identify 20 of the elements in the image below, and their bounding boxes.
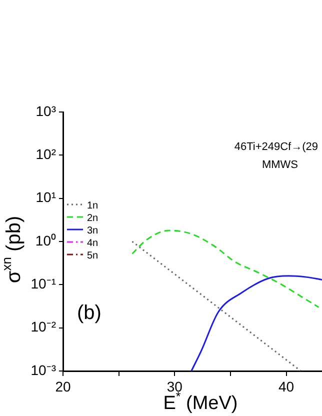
y-axis-title: σxn (pb): [0, 216, 25, 284]
y-tick-label: 10⁻²: [30, 318, 56, 335]
y-tick-label: 10⁻³: [30, 362, 56, 378]
legend-label: 1n: [87, 200, 98, 212]
legend-label: 5n: [87, 250, 98, 262]
y-tick-label: 10¹: [36, 189, 56, 206]
annotation: 46Ti+249Cf→(29: [234, 141, 318, 153]
x-tick-label: 20: [55, 378, 71, 394]
y-tick-label: 10⁰: [35, 232, 56, 248]
y-tick-label: 10²: [36, 146, 56, 162]
y-tick-label: 10⁻¹: [30, 276, 56, 292]
annotation: MMWS: [262, 159, 298, 171]
y-tick-label: 10³: [36, 102, 56, 119]
legend-label: 2n: [87, 213, 98, 224]
legend-label: 3n: [87, 226, 98, 236]
x-tick-label: 40: [278, 378, 294, 394]
line-series: [190, 275, 322, 371]
annotation: (b): [77, 302, 102, 324]
line-series: [131, 230, 320, 308]
legend-label: 4n: [87, 238, 98, 249]
